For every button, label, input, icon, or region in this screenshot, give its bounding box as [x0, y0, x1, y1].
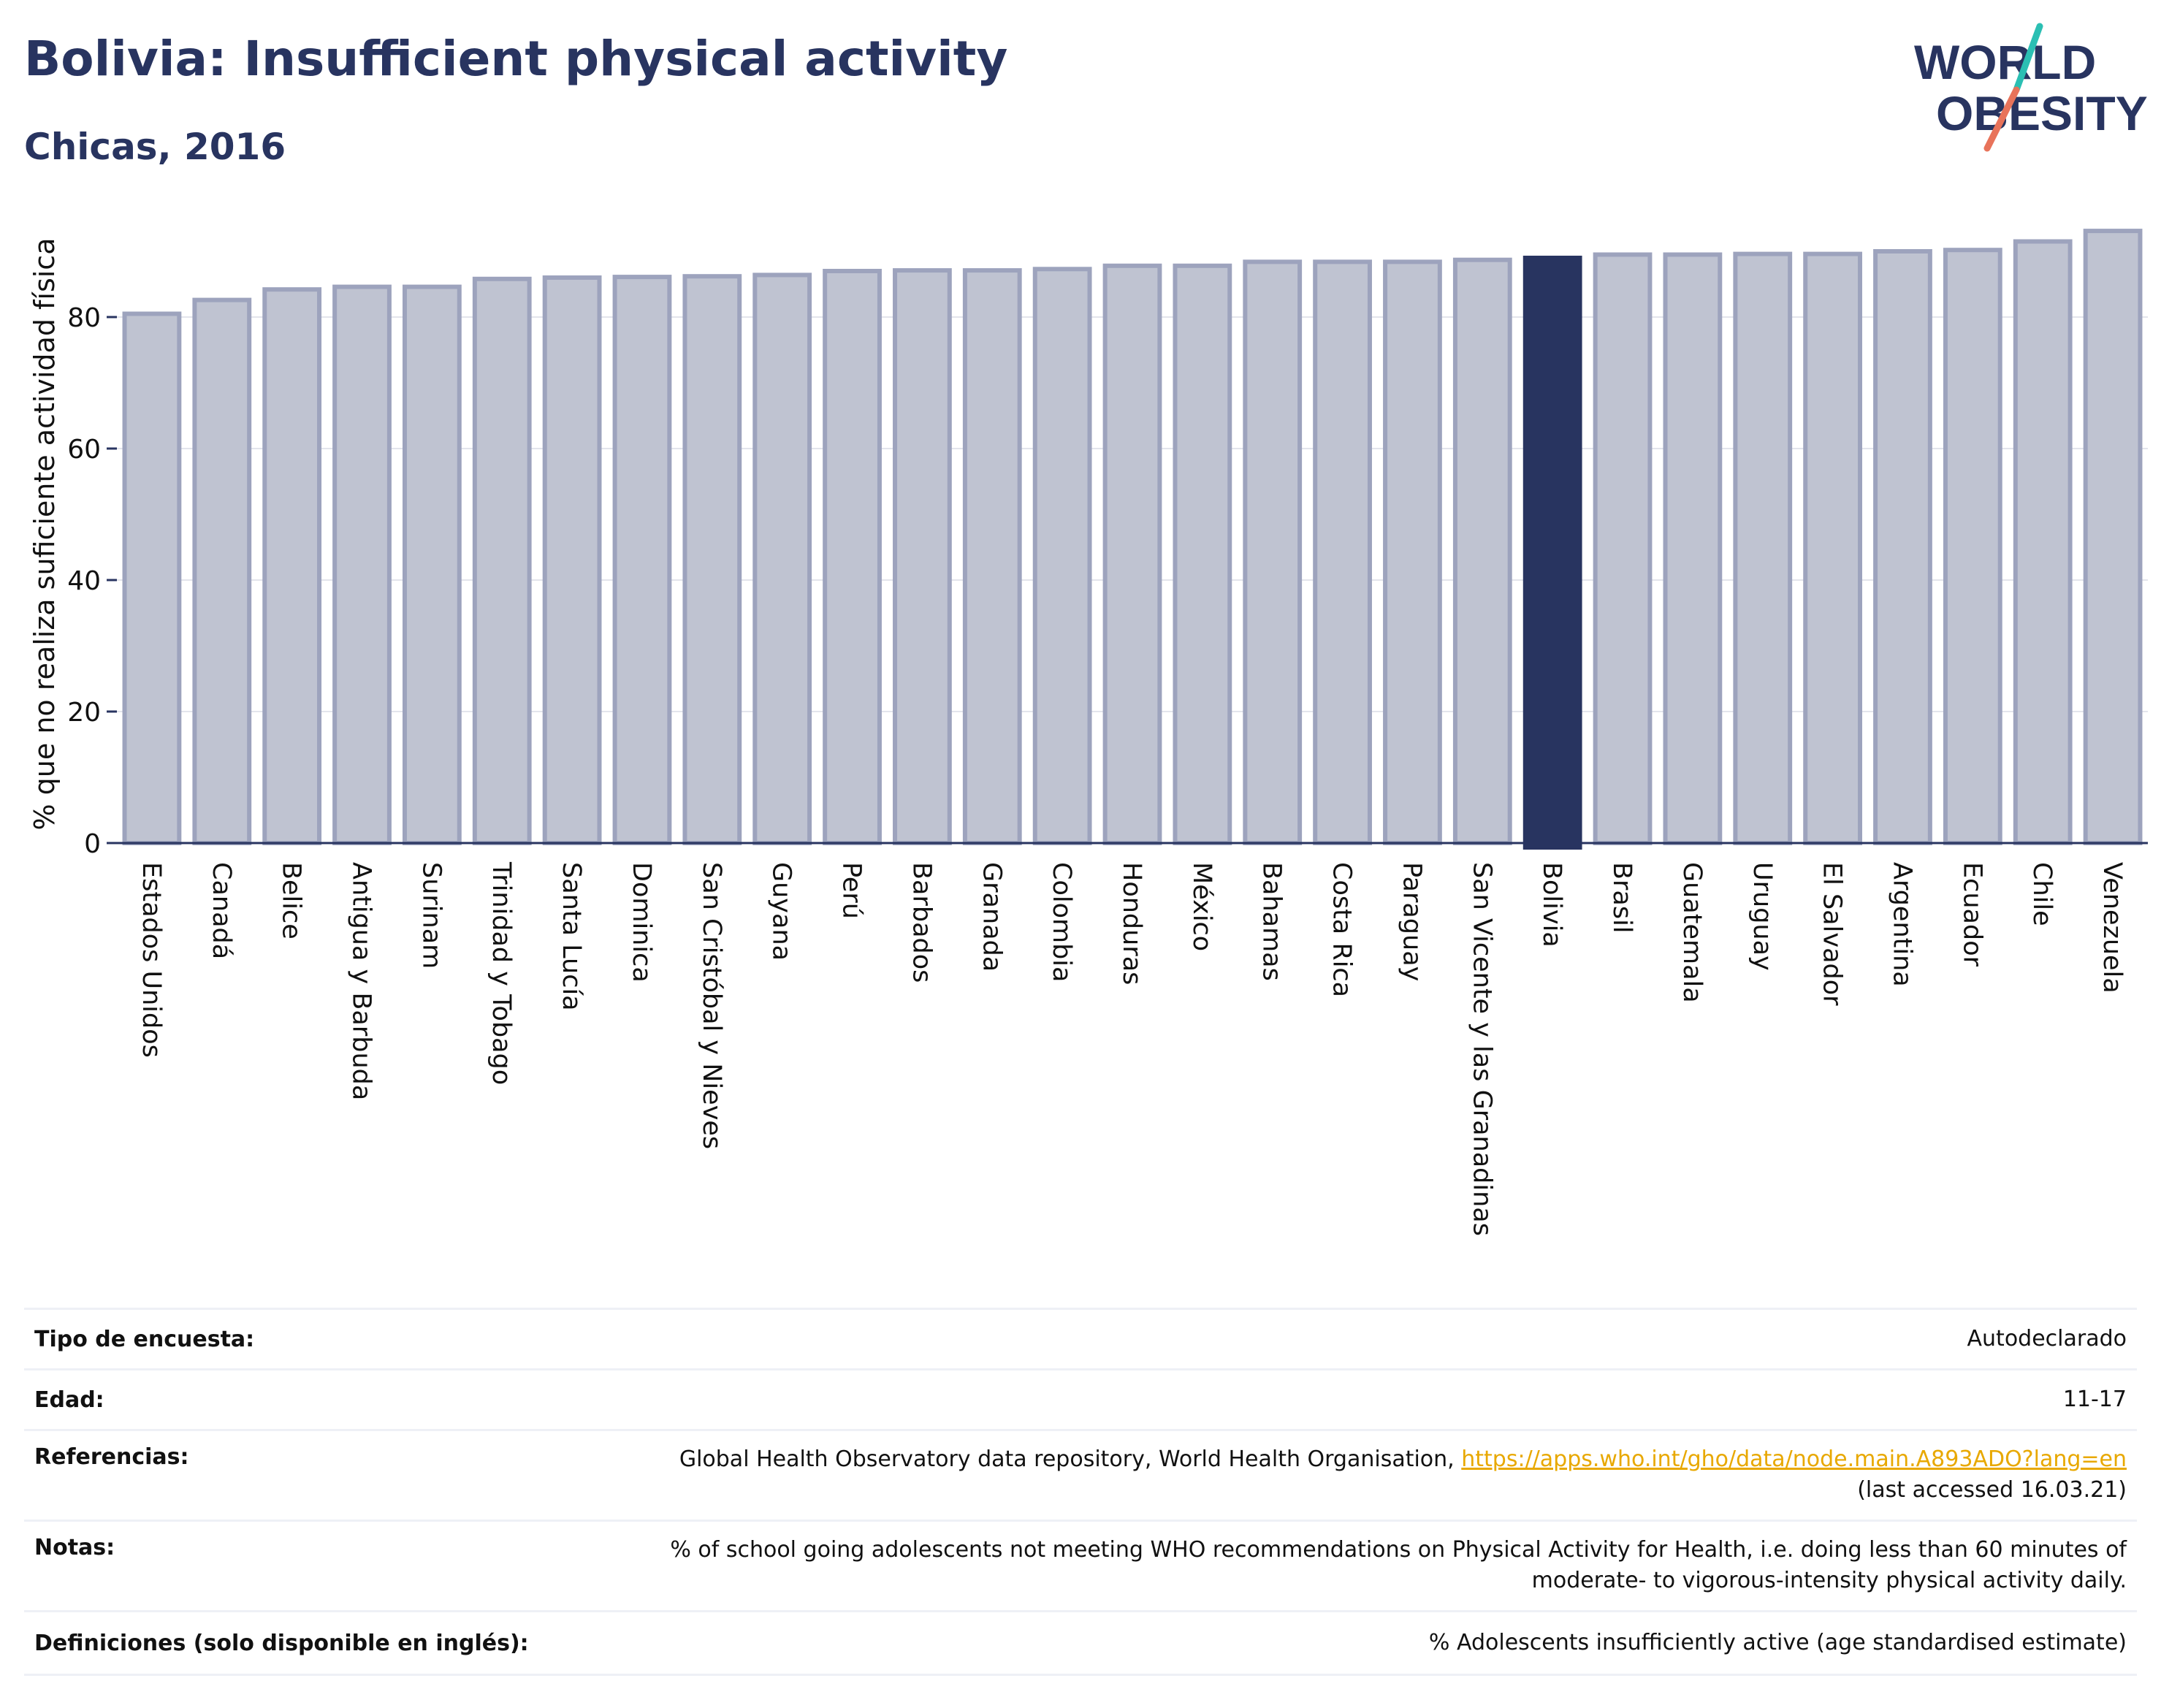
- meta-value: % Adolescents insufficiently active (age…: [1428, 1630, 2127, 1655]
- reference-link[interactable]: https://apps.who.int/gho/data/node.main.…: [1461, 1446, 2127, 1472]
- bar-dominica: [612, 275, 672, 846]
- x-tick-label: Bahamas: [1257, 862, 1287, 981]
- bar-san-crist-bal-y-nieves: [682, 274, 742, 845]
- reference-text: Global Health Observatory data repositor…: [679, 1446, 1455, 1472]
- x-tick-label: Granada: [977, 862, 1006, 972]
- notes-line1: % of school going adolescents not meetin…: [670, 1537, 2127, 1563]
- x-tick-label: Ecuador: [1957, 862, 1986, 967]
- x-tick-label: Dominica: [627, 862, 656, 983]
- x-tick-label: Perú: [837, 862, 866, 919]
- logo-slash-teal: [2013, 23, 2043, 94]
- bar-san-vicente-y-las-granadinas: [1452, 257, 1512, 845]
- bar-paraguay: [1383, 259, 1442, 845]
- bar-chile: [2013, 239, 2073, 845]
- x-tick-label: Belice: [277, 862, 306, 939]
- chart-title: Bolivia: Insufficient physical activity: [24, 31, 1008, 87]
- notes-line2: moderate- to vigorous-intensity physical…: [1531, 1568, 2127, 1593]
- bar-uruguay: [1733, 251, 1793, 846]
- y-tick-label: 40: [67, 566, 101, 596]
- bar-chart: 0 20 40 60 80% que no realiza suficiente act…: [28, 229, 2148, 1236]
- meta-row-notes: Notas: % of school going adolescents not…: [24, 1520, 2137, 1610]
- logo-line2: OBESITY: [1936, 86, 2148, 140]
- bar-estados-unidos: [122, 311, 182, 845]
- bar-honduras: [1102, 263, 1162, 845]
- x-tick-label: Bolivia: [1537, 862, 1566, 948]
- y-tick-label: 60: [67, 435, 101, 465]
- meta-value: % of school going adolescents not meetin…: [670, 1535, 2137, 1596]
- bar-m-xico: [1173, 263, 1232, 845]
- bar-bahamas: [1243, 259, 1303, 845]
- x-tick-label: Paraguay: [1397, 862, 1426, 981]
- meta-value: 11-17: [2062, 1387, 2127, 1412]
- bar-antigua-y-barbuda: [332, 284, 392, 846]
- meta-label: Tipo de encuesta:: [34, 1326, 255, 1352]
- world-obesity-logo: WORLD OBESITY: [1914, 23, 2148, 152]
- bar-costa-rica: [1313, 259, 1372, 845]
- y-tick-label: 80: [67, 303, 101, 333]
- metadata-table: Tipo de encuesta: Autodeclarado Edad: 11…: [24, 1308, 2137, 1676]
- x-tick-label: Colombia: [1047, 862, 1076, 982]
- x-tick-label: Barbados: [907, 862, 936, 983]
- bar-barbados: [893, 268, 952, 846]
- x-tick-label: Chile: [2027, 862, 2057, 926]
- reference-accessed: (last accessed 16.03.21): [1857, 1477, 2127, 1503]
- bar-bolivia: [1522, 256, 1582, 850]
- bar-trinidad-y-tobago: [472, 276, 532, 845]
- bar-guyana: [752, 272, 812, 845]
- x-tick-label: Guatemala: [1677, 862, 1707, 1003]
- x-tick-label: Trinidad y Tobago: [487, 861, 516, 1085]
- meta-row-definitions: Definiciones (solo disponible en inglés)…: [24, 1610, 2137, 1676]
- x-tick-label: Honduras: [1117, 862, 1146, 985]
- bar-brasil: [1593, 252, 1653, 845]
- logo-slash-coral: [1983, 86, 2020, 152]
- meta-label: Edad:: [34, 1387, 104, 1413]
- x-tick-label: Brasil: [1607, 862, 1636, 934]
- x-tick-label: México: [1187, 862, 1216, 951]
- x-tick-label: Santa Lucía: [557, 862, 586, 1011]
- meta-row-age: Edad: 11-17: [24, 1368, 2137, 1429]
- x-tick-label: Uruguay: [1748, 862, 1777, 971]
- x-tick-label: San Vicente y las Granadinas: [1467, 862, 1496, 1236]
- bar-guatemala: [1663, 252, 1723, 845]
- y-axis-label: % que no realiza suficiente actividad fí…: [28, 238, 61, 831]
- meta-label: Referencias:: [34, 1444, 189, 1470]
- x-tick-label: San Cristóbal y Nieves: [697, 862, 726, 1149]
- bar-per-: [823, 269, 882, 845]
- x-tick-label: Antigua y Barbuda: [347, 862, 376, 1100]
- bar-venezuela: [2083, 229, 2143, 846]
- y-tick-label: 0: [84, 829, 101, 859]
- bar-argentina: [1873, 249, 1932, 845]
- logo-line1: WORLD: [1914, 35, 2096, 89]
- y-tick-label: 20: [67, 698, 101, 728]
- bar-colombia: [1032, 267, 1092, 845]
- x-tick-label: El Salvador: [1818, 862, 1847, 1006]
- meta-value: Autodeclarado: [1967, 1326, 2127, 1351]
- bar-belice: [262, 287, 322, 845]
- bar-santa-luc-a: [542, 275, 602, 845]
- x-tick-label: Venezuela: [2097, 862, 2127, 994]
- x-tick-label: Costa Rica: [1327, 862, 1357, 997]
- meta-value: Global Health Observatory data repositor…: [679, 1444, 2137, 1506]
- meta-label: Notas:: [34, 1535, 115, 1560]
- x-tick-label: Canadá: [207, 862, 236, 959]
- bar-el-salvador: [1803, 251, 1863, 846]
- x-tick-label: Surinam: [416, 862, 446, 969]
- x-tick-label: Estados Unidos: [137, 862, 166, 1058]
- bar-canad-: [192, 297, 252, 846]
- bar-surinam: [402, 284, 462, 846]
- x-tick-label: Guyana: [767, 862, 796, 961]
- bar-ecuador: [1943, 248, 2002, 845]
- bar-granada: [962, 268, 1022, 846]
- chart-subtitle: Chicas, 2016: [24, 126, 286, 168]
- x-tick-label: Argentina: [1887, 862, 1916, 987]
- meta-label: Definiciones (solo disponible en inglés)…: [34, 1630, 529, 1656]
- meta-row-survey-type: Tipo de encuesta: Autodeclarado: [24, 1308, 2137, 1368]
- meta-row-references: Referencias: Global Health Observatory d…: [24, 1429, 2137, 1520]
